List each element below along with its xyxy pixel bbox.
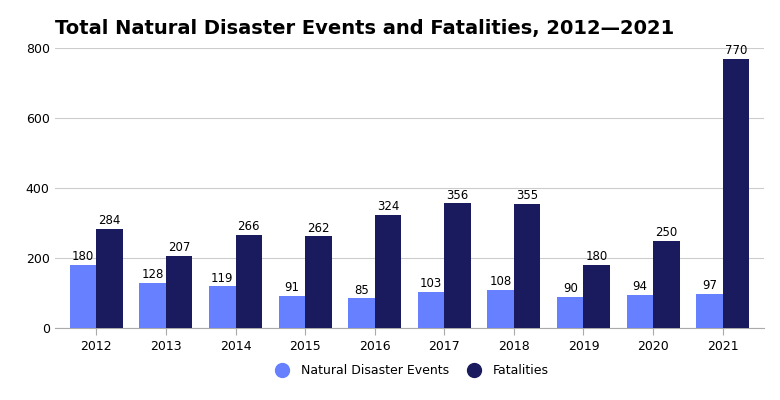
Text: 262: 262 [307, 222, 330, 234]
Text: 180: 180 [586, 250, 608, 263]
Bar [445, 203, 471, 328]
Text: 97: 97 [702, 279, 717, 292]
Bar [348, 298, 374, 328]
Bar [305, 236, 332, 328]
Bar [583, 265, 610, 328]
Bar [418, 292, 445, 328]
Bar [209, 286, 236, 328]
Text: 180: 180 [72, 250, 94, 263]
Bar [97, 228, 122, 328]
Text: 250: 250 [655, 226, 677, 239]
Bar [514, 204, 541, 328]
Bar [278, 296, 305, 328]
Text: 119: 119 [211, 272, 233, 285]
Text: 356: 356 [446, 189, 469, 202]
Bar [166, 256, 193, 328]
Text: 91: 91 [285, 282, 300, 294]
Text: 770: 770 [725, 44, 747, 57]
Text: 94: 94 [633, 280, 647, 293]
Text: 284: 284 [98, 214, 121, 227]
Bar [236, 235, 262, 328]
Text: 266: 266 [237, 220, 260, 233]
Bar [374, 214, 401, 328]
Bar [626, 295, 653, 328]
Text: 85: 85 [354, 284, 369, 296]
Bar [722, 58, 749, 328]
Text: 355: 355 [516, 189, 538, 202]
Text: Total Natural Disaster Events and Fatalities, 2012—2021: Total Natural Disaster Events and Fatali… [55, 19, 674, 38]
Text: 108: 108 [490, 276, 512, 288]
Bar [488, 290, 514, 328]
Text: 103: 103 [420, 277, 442, 290]
Text: 324: 324 [377, 200, 399, 213]
Text: 90: 90 [563, 282, 578, 295]
Bar [697, 294, 722, 328]
Text: 207: 207 [168, 241, 190, 254]
Bar [557, 296, 583, 328]
Bar [70, 265, 97, 328]
Bar [653, 240, 679, 328]
Text: 128: 128 [141, 268, 164, 282]
Legend: Natural Disaster Events, Fatalities: Natural Disaster Events, Fatalities [264, 358, 555, 383]
Bar [140, 283, 166, 328]
